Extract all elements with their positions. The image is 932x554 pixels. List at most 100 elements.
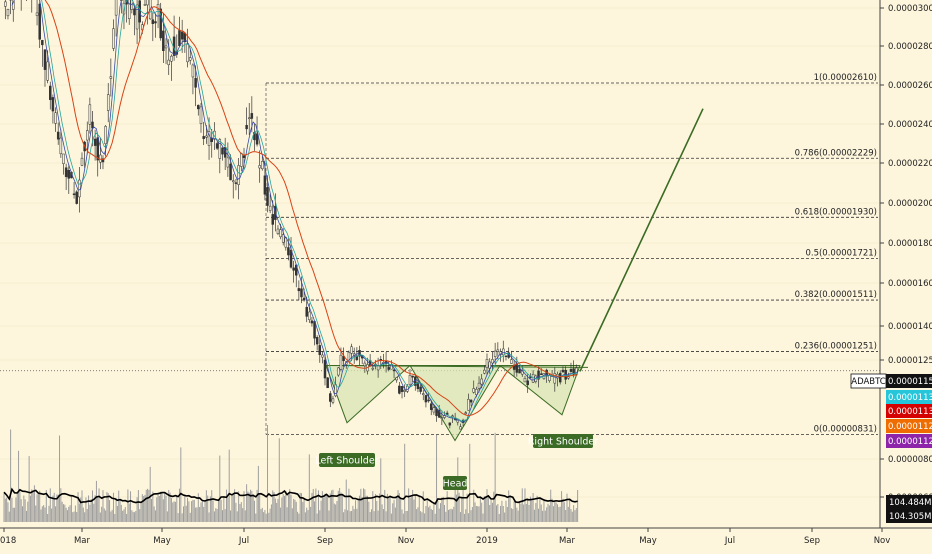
candle-body — [57, 132, 59, 139]
candle-body — [293, 268, 295, 270]
candle-body — [409, 375, 411, 385]
candle-body — [562, 370, 564, 372]
time-tick-label: Mar — [559, 536, 576, 546]
candle-body — [36, 13, 38, 16]
candle-body — [491, 359, 493, 363]
candle-body — [510, 360, 512, 364]
candle-body — [527, 381, 529, 385]
candle-body — [60, 138, 62, 154]
candle-body — [505, 356, 507, 357]
candle-body — [4, 2, 6, 6]
candle-body — [133, 9, 135, 15]
candle-body — [107, 95, 109, 111]
candle-body — [430, 404, 432, 410]
candle-body — [300, 289, 302, 297]
candle-body — [329, 394, 331, 402]
candle-body — [256, 134, 258, 144]
candle-body — [178, 30, 180, 45]
symbol-name: ADABTC — [851, 377, 886, 387]
badge-value: 104.305M — [889, 512, 931, 522]
time-tick-label: Mar — [74, 536, 91, 546]
candle-body — [94, 139, 96, 146]
candle-body — [187, 44, 189, 62]
label-text: Head — [443, 479, 468, 490]
candle-body — [316, 337, 318, 344]
candle-body — [49, 86, 51, 100]
time-tick-label: Sep — [317, 536, 333, 546]
time-tick-label: Nov — [874, 536, 891, 546]
candle-body — [422, 394, 424, 395]
candle-body — [441, 418, 443, 419]
fib-label: 0.5(0.00001721) — [805, 249, 877, 259]
candle-body — [425, 395, 427, 402]
candle-body — [86, 131, 88, 140]
candle-body — [197, 105, 199, 109]
fib-label: 1(0.00002610) — [814, 73, 877, 83]
candle-body — [486, 359, 488, 367]
label-text: Left Shoulder — [315, 456, 378, 467]
candle-body — [251, 113, 253, 118]
candle-body — [436, 409, 438, 415]
candle-body — [319, 345, 321, 354]
fib-label: 0(0.00000831) — [814, 424, 877, 434]
candle-body — [298, 288, 300, 290]
time-tick-label: 2019 — [476, 536, 498, 546]
candle-body — [269, 206, 271, 210]
candle-body — [41, 40, 43, 45]
candle-body — [473, 389, 475, 393]
candle-body — [327, 378, 329, 388]
candle-body — [195, 78, 197, 87]
candle-body — [243, 156, 245, 158]
candle-body — [73, 194, 75, 195]
candle-body — [264, 176, 266, 194]
candle-body — [497, 350, 499, 352]
candle-body — [144, 4, 146, 5]
candle-body — [78, 180, 80, 197]
indicator-price-badge: 0.00001131 — [886, 390, 932, 404]
candle-body — [230, 164, 232, 180]
candle-body — [308, 312, 310, 320]
candle-body — [238, 165, 240, 184]
volume-badge: 104.484M — [886, 495, 932, 509]
fib-label: 0.618(0.00001930) — [795, 207, 877, 217]
volume-badge: 104.305M — [886, 509, 932, 523]
candle-body — [467, 399, 469, 410]
indicator-price-badge: 0.00001129 — [886, 419, 932, 433]
time-tick-label: Nov — [398, 536, 415, 546]
candle-body — [248, 118, 250, 119]
candle-body — [470, 400, 472, 402]
candle-body — [420, 387, 422, 392]
candle-body — [404, 390, 406, 391]
candle-body — [55, 113, 57, 124]
candle-body — [290, 250, 292, 267]
candle-body — [192, 65, 194, 77]
candle-body — [81, 158, 83, 165]
badge-value: 0.00001128 — [888, 437, 932, 447]
candle-body — [62, 154, 64, 164]
candle-body — [524, 378, 526, 382]
candle-body — [388, 367, 390, 369]
candle-body — [47, 62, 49, 80]
candle-body — [240, 153, 242, 166]
candle-body — [267, 187, 269, 205]
candle-body — [7, 9, 9, 16]
candle-body — [232, 181, 234, 182]
candle-body — [162, 31, 164, 51]
time-tick-label: Sep — [804, 536, 820, 546]
candle-body — [112, 29, 114, 49]
badge-value: 0.00001131 — [888, 393, 932, 403]
candle-body — [203, 136, 205, 138]
candle-body — [154, 22, 156, 24]
candle-body — [200, 107, 202, 124]
candle-body — [364, 363, 366, 366]
